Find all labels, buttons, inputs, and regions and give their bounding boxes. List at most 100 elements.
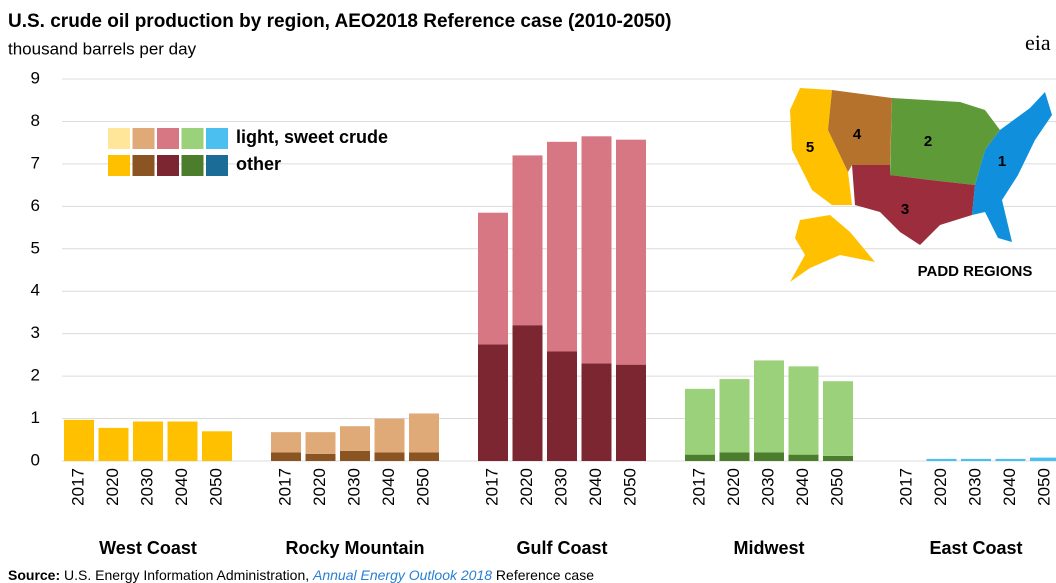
y-tick-label: 3 [31,323,40,342]
map-label: 4 [853,126,862,143]
bar-segment [340,426,370,451]
bar-segment [961,458,991,461]
bar-segment [823,455,853,461]
bar-segment [133,421,163,461]
bar-segment [788,366,819,455]
y-tick-label: 0 [31,450,40,469]
x-tick-label: 2017 [896,468,915,506]
bar-segment [547,141,577,352]
group-label: Gulf Coast [516,538,607,558]
x-tick-label: 2017 [482,468,501,506]
legend-swatch [206,155,228,176]
legend-swatch [108,155,130,176]
legend-swatch [108,128,130,149]
bar-segment [754,452,784,461]
bar-segment [167,421,198,461]
x-tick-label: 2030 [137,468,156,506]
map-label: 3 [901,201,909,218]
padd-2 [890,98,1000,185]
source-text: U.S. Energy Information Administration, [64,567,309,583]
x-tick-label: 2030 [758,468,777,506]
x-tick-label: 2040 [379,468,398,506]
x-tick-label: 2017 [275,468,294,506]
bar-segment [926,458,957,461]
y-tick-label: 1 [31,408,40,427]
source: Source: U.S. Energy Information Administ… [8,567,594,583]
x-tick-label: 2020 [103,468,122,506]
bar-segment [685,454,715,461]
y-tick-label: 5 [31,238,40,257]
legend-swatch [157,128,179,149]
x-tick-label: 2020 [931,468,950,506]
alaska [790,215,875,282]
bar-segment [202,431,232,461]
x-tick-label: 2030 [965,468,984,506]
padd-4 [828,90,892,172]
bar-segment [409,413,439,453]
bar-segment [340,450,370,461]
bar-segment [512,155,543,326]
x-tick-label: 2050 [1034,468,1053,506]
source-link[interactable]: Annual Energy Outlook 2018 [312,567,492,583]
padd-map: 5 4 2 1 3 PADD REGIONS [790,88,1052,282]
map-title: PADD REGIONS [918,263,1033,280]
bar-segment [478,344,508,461]
x-tick-label: 2017 [689,468,708,506]
bar-segment [64,419,94,461]
x-tick-label: 2020 [517,468,536,506]
bar-segment [995,458,1026,461]
x-tick-label: 2030 [551,468,570,506]
legend-label: light, sweet crude [236,127,388,147]
legend-swatch [132,128,155,149]
bar-segment [512,325,543,461]
bar-segment [616,139,646,365]
chart-title: U.S. crude oil production by region, AEO… [8,11,671,32]
bar-segment [719,379,750,453]
bar-segment [581,363,612,461]
bar-segment [788,454,819,461]
bar-segment [305,432,336,454]
y-tick-label: 8 [31,111,40,130]
bar-segment [271,432,301,453]
bar-segment [547,351,577,461]
bar-segment [1030,457,1056,461]
y-tick-label: 9 [31,68,40,87]
legend-label: other [236,154,281,174]
source-label: Source: [8,567,60,583]
map-label: 2 [924,133,932,150]
x-tick-label: 2040 [586,468,605,506]
bar-segment [374,418,405,453]
x-tick-label: 2040 [1000,468,1019,506]
y-tick-label: 2 [31,366,40,385]
bar-segment [305,453,336,461]
x-tick-label: 2050 [827,468,846,506]
bar-segment [271,452,301,461]
x-tick-label: 2050 [620,468,639,506]
bar-segment [409,452,439,461]
y-tick-label: 7 [31,153,40,172]
bar-segment [478,212,508,345]
group-label: West Coast [99,538,197,558]
x-tick-label: 2017 [68,468,87,506]
bar-segment [616,364,646,461]
padd-5 [790,88,852,205]
map-label: 1 [998,153,1006,170]
bar-segment [823,381,853,456]
map-label: 5 [806,139,814,156]
group-label: Rocky Mountain [285,538,424,558]
legend-swatch [181,155,204,176]
bar-segment [754,360,784,453]
group-label: Midwest [733,538,804,558]
x-tick-label: 2050 [413,468,432,506]
x-tick-label: 2050 [206,468,225,506]
x-tick-label: 2040 [793,468,812,506]
x-tick-label: 2030 [344,468,363,506]
x-tick-label: 2020 [310,468,329,506]
legend-swatch [157,155,179,176]
bar-segment [719,452,750,461]
legend-swatch [206,128,228,149]
padd-3 [852,165,975,245]
bar-segment [581,136,612,364]
x-tick-label: 2020 [724,468,743,506]
